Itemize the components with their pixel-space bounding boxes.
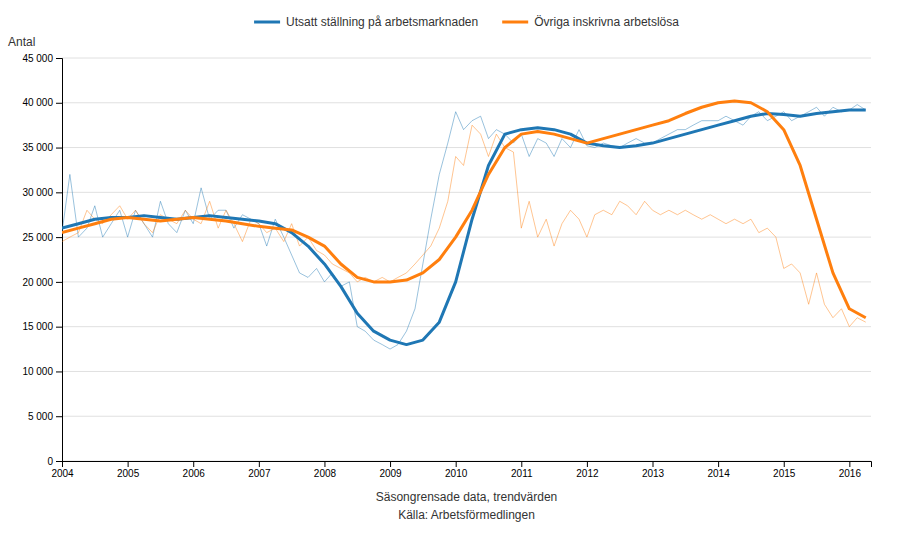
x-tick: 2008: [314, 461, 337, 479]
y-tick-label: 45 000: [22, 53, 53, 64]
y-axis-line: [56, 59, 63, 462]
y-tick: 20 000: [22, 277, 62, 288]
plot: 2004 2005 2006 2007 2008 2009 2010 2011 2012 2013…: [8, 35, 872, 479]
trend-line: [62, 110, 866, 345]
x-tick: 2011: [511, 461, 533, 479]
y-tick-label: 10 000: [22, 366, 53, 377]
x-tick-label: 2004: [51, 468, 74, 479]
x-tick-label: 2015: [773, 468, 796, 479]
grid-line: [62, 192, 871, 193]
legend-label: Utsatt ställning på arbetsmarknaden: [286, 15, 478, 29]
y-axis-label: Antal: [8, 35, 35, 49]
x-tick: 2004: [51, 461, 74, 479]
legend-label: Övriga inskrivna arbetslösa: [534, 15, 679, 29]
x-tick-label: 2013: [642, 468, 665, 479]
y-tick-mark: [56, 416, 62, 417]
x-tick-label: 2006: [183, 468, 206, 479]
x-tick-label: 2008: [314, 468, 337, 479]
x-tick: 2005: [117, 461, 140, 479]
legend: Utsatt ställning på arbetsmarknaden Övrig…: [254, 15, 679, 29]
grid-line: [62, 416, 871, 417]
y-tick: 45 000: [22, 53, 62, 64]
x-tick-label: 2009: [379, 468, 402, 479]
lines: [62, 101, 866, 349]
annotation: Källa: Arbetsförmedlingen: [398, 508, 535, 522]
y-tick-label: 30 000: [22, 187, 53, 198]
legend-item: Utsatt ställning på arbetsmarknaden: [254, 15, 478, 29]
grid-line: [62, 58, 871, 59]
grid-line: [62, 371, 871, 372]
x-tick-label: 2012: [576, 468, 599, 479]
x-tick-label: 2007: [248, 468, 271, 479]
x-tick-label: 2005: [117, 468, 140, 479]
y-tick: 10 000: [22, 366, 62, 377]
x-tick: 2016: [839, 461, 862, 479]
grid-line: [62, 326, 871, 327]
y-tick-label: 5 000: [28, 411, 53, 422]
y-tick: 5 000: [28, 411, 62, 422]
y-tick-mark: [56, 237, 62, 238]
chart: 2004 2005 2006 2007 2008 2009 2010 2011 2012 2013…: [0, 0, 899, 533]
x-tick-mark: [390, 461, 391, 467]
y-tick-label: 15 000: [22, 321, 53, 332]
x-axis-label: Säsongrensade data, trendvärden: [376, 490, 557, 504]
x-axis-line: [63, 462, 872, 468]
x-tick-mark: [784, 461, 785, 467]
x-tick-mark: [587, 461, 588, 467]
y-tick-mark: [56, 461, 62, 462]
x-tick-mark: [718, 461, 719, 467]
x-tick-label: 2011: [511, 468, 533, 479]
x-tick-label: 2010: [445, 468, 468, 479]
raw-line: [62, 105, 866, 349]
x-tick-mark: [653, 461, 654, 467]
x-tick: 2010: [445, 461, 468, 479]
grid: [62, 58, 871, 461]
y-tick: 25 000: [22, 232, 62, 243]
x-tick-label: 2016: [839, 468, 862, 479]
grid-line: [62, 147, 871, 148]
y-tick: 35 000: [22, 142, 62, 153]
x-tick: 2007: [248, 461, 271, 479]
y-tick-mark: [56, 58, 62, 59]
x-tick: 2012: [576, 461, 599, 479]
y-tick: 15 000: [22, 321, 62, 332]
trend-line: [62, 101, 866, 318]
y-tick-mark: [56, 282, 62, 283]
legend-swatch: [502, 21, 528, 24]
x-tick-mark: [128, 461, 129, 467]
x-tick: 2013: [642, 461, 665, 479]
y-axis: 0 5 000 10 000 15 000 20 000 25 000 30 000 35 0…: [22, 53, 62, 467]
legend-swatch: [254, 21, 280, 24]
y-tick-label: 0: [47, 456, 53, 467]
x-tick: 2009: [379, 461, 402, 479]
y-tick-mark: [56, 371, 62, 372]
x-tick-mark: [849, 461, 850, 467]
x-tick-mark: [456, 461, 457, 467]
grid-line: [62, 281, 871, 282]
x-tick: 2006: [183, 461, 206, 479]
y-tick: 0: [47, 456, 62, 467]
x-tick-mark: [193, 461, 194, 467]
x-axis: 2004 2005 2006 2007 2008 2009 2010 2011 2012 2013…: [51, 461, 871, 479]
y-tick-label: 35 000: [22, 142, 53, 153]
x-tick-mark: [324, 461, 325, 467]
y-tick-mark: [56, 148, 62, 149]
y-tick-mark: [56, 327, 62, 328]
y-tick-mark: [56, 103, 62, 104]
y-tick: 30 000: [22, 187, 62, 198]
y-tick: 40 000: [22, 97, 62, 108]
y-tick-mark: [56, 192, 62, 193]
x-tick: 2014: [707, 461, 730, 479]
x-tick-mark: [521, 461, 522, 467]
y-tick-label: 25 000: [22, 232, 53, 243]
x-tick-label: 2014: [707, 468, 730, 479]
x-tick: 2015: [773, 461, 796, 479]
legend-item: Övriga inskrivna arbetslösa: [502, 15, 679, 29]
y-tick-label: 40 000: [22, 97, 53, 108]
x-tick-mark: [259, 461, 260, 467]
y-tick-label: 20 000: [22, 277, 53, 288]
